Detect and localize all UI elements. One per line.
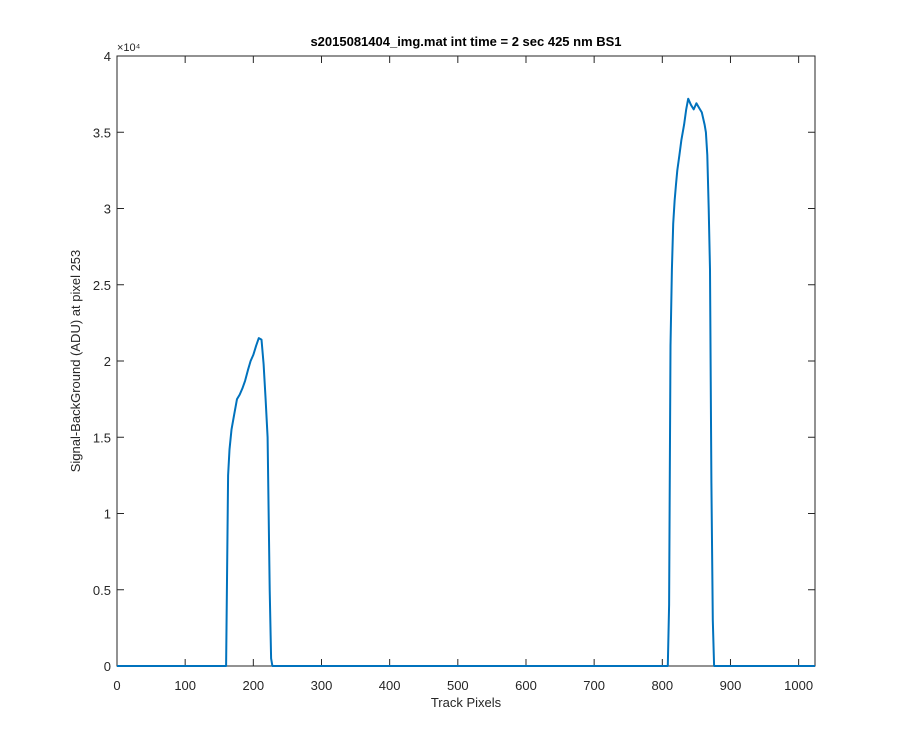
y-tick-label: 1: [104, 507, 111, 522]
y-tick-label: 2.5: [93, 278, 111, 293]
x-tick-label: 900: [720, 678, 742, 693]
y-axis: 0 0.5 1 1.5 2 2.5 3 3.5 4: [93, 49, 815, 674]
x-axis-title: Track Pixels: [431, 695, 502, 710]
x-tick-label: 1000: [784, 678, 813, 693]
x-tick-label: 700: [583, 678, 605, 693]
y-tick-label: 1.5: [93, 430, 111, 445]
y-axis-title: Signal-BackGround (ADU) at pixel 253: [68, 250, 83, 473]
y-tick-label: 0.5: [93, 583, 111, 598]
x-tick-label: 300: [311, 678, 333, 693]
y-tick-label: 4: [104, 49, 111, 64]
y-tick-label: 2: [104, 354, 111, 369]
y-tick-label: 0: [104, 659, 111, 674]
y-axis-exponent-label: ×10⁴: [117, 42, 141, 54]
chart-title: s2015081404_img.mat int time = 2 sec 425…: [310, 34, 621, 49]
x-tick-label: 400: [379, 678, 401, 693]
x-tick-label: 500: [447, 678, 469, 693]
plot-area: [116, 55, 816, 667]
x-tick-label: 600: [515, 678, 537, 693]
x-tick-label: 0: [113, 678, 120, 693]
x-tick-label: 200: [242, 678, 264, 693]
y-tick-label: 3: [104, 202, 111, 217]
x-tick-label: 800: [651, 678, 673, 693]
x-axis: 0 100 200 300 400 500 600 700 800 900 1000: [113, 56, 813, 693]
y-tick-label: 3.5: [93, 125, 111, 140]
x-tick-label: 100: [174, 678, 196, 693]
series-line: [117, 97, 815, 667]
